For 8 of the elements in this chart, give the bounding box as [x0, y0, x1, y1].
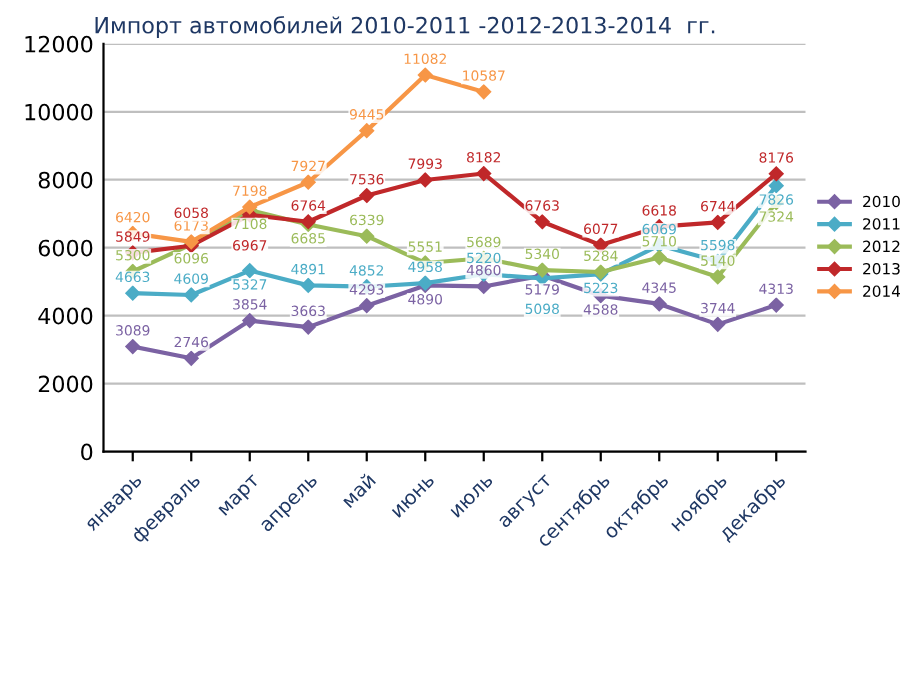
y-tick-label: 0	[81, 443, 93, 461]
y-tick-label: 4000	[38, 307, 93, 325]
y-tick-label: 12000	[25, 35, 93, 53]
y-tick-label: 10000	[25, 103, 93, 121]
y-tick-label: 8000	[38, 171, 93, 189]
y-tick-label: 2000	[38, 375, 93, 393]
chart-title: Импорт автомобилей 2010-2011 -2012-2013-2014 гг.	[95, 16, 715, 38]
y-tick-label: 6000	[38, 239, 93, 257]
